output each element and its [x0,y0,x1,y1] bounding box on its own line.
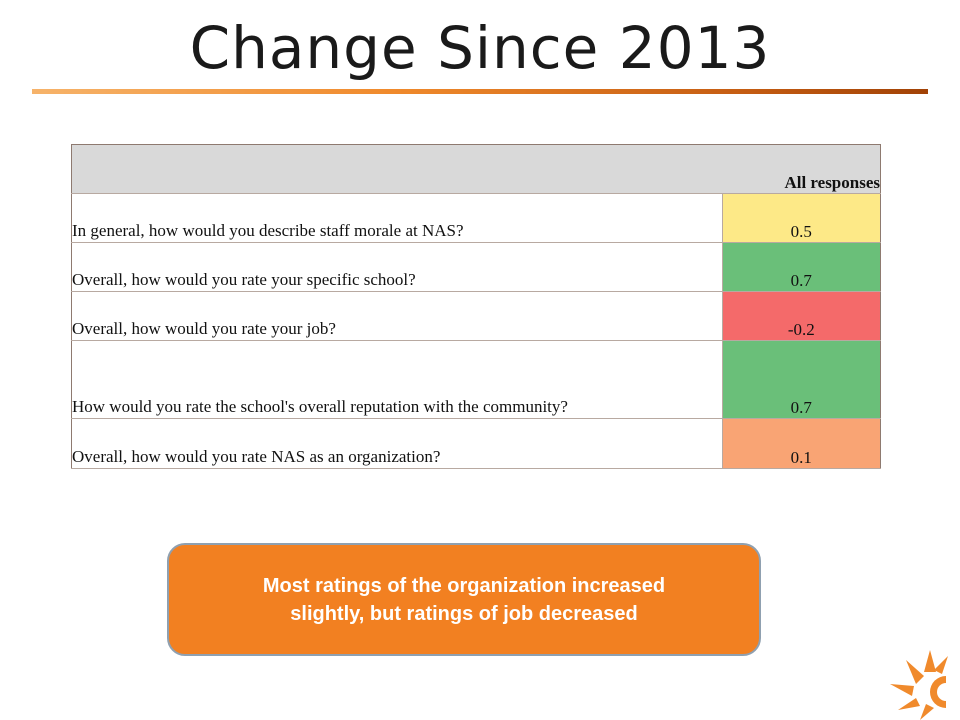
question-cell: Overall, how would you rate your job? [71,291,723,341]
question-cell: In general, how would you describe staff… [71,193,723,243]
value-cell: 0.7 [721,340,881,419]
summary-callout: Most ratings of the organization increas… [167,543,761,656]
question-cell: How would you rate the school's overall … [71,340,723,419]
slide-title: Change Since 2013 [189,14,771,82]
sun-icon [890,650,960,720]
table-row: Overall, how would you rate NAS as an or… [71,418,881,469]
ratings-table: All responses In general, how would you … [71,144,881,469]
question-cell: Overall, how would you rate your specifi… [71,242,723,292]
table-row: In general, how would you describe staff… [71,193,881,243]
question-cell: Overall, how would you rate NAS as an or… [71,418,723,469]
column-header-all-responses: All responses [71,144,881,194]
table-row: How would you rate the school's overall … [71,340,881,419]
title-underline [32,89,928,94]
table-header-row: All responses [71,144,881,194]
callout-line-2: slightly, but ratings of job decreased [290,602,638,625]
table-row: Overall, how would you rate your specifi… [71,242,881,292]
value-cell: -0.2 [721,291,881,341]
callout-line-1: Most ratings of the organization increas… [262,574,666,597]
table-row: Overall, how would you rate your job? -0… [71,291,881,341]
value-cell: 0.1 [721,418,881,469]
value-cell: 0.5 [721,193,881,243]
value-cell: 0.7 [721,242,881,292]
